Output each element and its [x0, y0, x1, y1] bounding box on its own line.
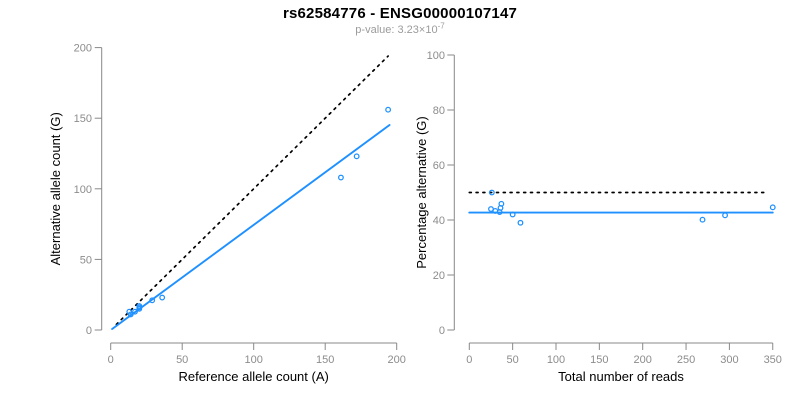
y-axis-title: Alternative allele count (G): [48, 112, 63, 265]
data-point: [338, 174, 344, 181]
data-point: [159, 294, 166, 301]
data-point: [488, 189, 495, 196]
x-tick-label: 0: [108, 354, 114, 366]
y-tick-label: 100: [74, 184, 92, 196]
data-point: [149, 297, 156, 304]
plot-title: rs62584776 - ENSG00000107147: [282, 5, 518, 22]
x-tick-label: 150: [316, 354, 334, 366]
x-axis-title: Reference allele count (A): [179, 369, 329, 384]
y-tick-label: 20: [433, 270, 445, 282]
data-point: [385, 106, 392, 113]
y-tick-label: 150: [74, 113, 92, 125]
allele-counts-plot: 0 50 100 150 200 0 50 100 150 200 Reference allele…: [48, 43, 406, 384]
y-tick-label: 100: [427, 50, 445, 62]
x-tick-label: 150: [590, 354, 608, 366]
y-tick-label: 200: [74, 43, 92, 55]
data-point: [126, 308, 133, 315]
fit-line: [111, 124, 391, 330]
data-point: [136, 303, 143, 309]
y-tick-label: 80: [433, 105, 445, 117]
x-tick-label: 250: [677, 354, 695, 366]
x-axis-title: Total number of reads: [558, 369, 684, 384]
data-point: [769, 204, 776, 211]
x-tick-label: 50: [176, 354, 188, 366]
x-tick-label: 350: [764, 354, 782, 366]
x-tick-label: 0: [466, 354, 472, 366]
p-value-exponent: -7: [437, 21, 445, 31]
y-tick-label: 0: [439, 325, 445, 337]
y-tick-label: 60: [433, 160, 445, 172]
data-point: [722, 212, 728, 219]
data-point: [127, 311, 134, 318]
y-axis-title: Percentage alternative (G): [414, 116, 429, 268]
data-point: [699, 216, 706, 223]
y-tick-label: 50: [80, 254, 92, 266]
x-tick-label: 300: [720, 354, 738, 366]
y-tick-label: 40: [433, 215, 445, 227]
x-tick-label: 200: [388, 354, 406, 366]
identity-line: [115, 55, 389, 326]
percentage-vs-reads-plot: 0 20 40 60 80 100 0 50 100 150 200 250 300 350 Total n…: [414, 50, 782, 384]
p-value-text: p-value: 3.23×10: [355, 24, 438, 36]
x-tick-label: 200: [634, 354, 652, 366]
data-point: [498, 200, 505, 207]
plot-subtitle: p-value: 3.23×10-7: [0, 21, 800, 36]
x-tick-label: 100: [245, 354, 263, 366]
x-tick-label: 50: [507, 354, 519, 366]
data-point: [353, 153, 360, 160]
y-tick-label: 0: [86, 325, 92, 337]
data-point: [517, 219, 524, 226]
data-point: [509, 211, 516, 218]
data-point: [132, 308, 138, 315]
x-tick-label: 100: [547, 354, 565, 366]
